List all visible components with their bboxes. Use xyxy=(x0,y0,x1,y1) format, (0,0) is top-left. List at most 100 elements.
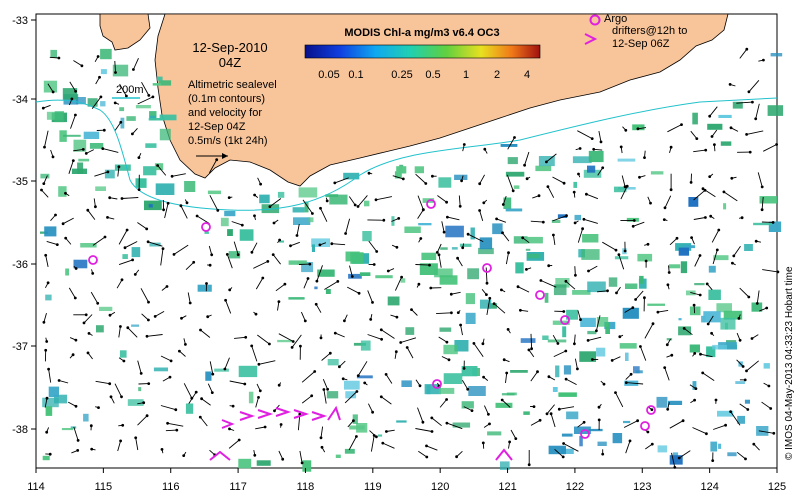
chlorophyll-patch xyxy=(713,255,729,261)
velocity-arrow-head xyxy=(478,209,481,212)
velocity-arrow-head xyxy=(629,372,633,376)
velocity-arrow-head xyxy=(70,97,74,101)
chlorophyll-patch xyxy=(45,294,52,301)
velocity-arrow xyxy=(335,332,345,338)
velocity-arrow-head xyxy=(131,258,135,262)
chlorophyll-patch xyxy=(288,297,305,300)
chlorophyll-patch xyxy=(454,340,469,352)
velocity-arrow-head xyxy=(644,259,648,263)
velocity-arrow xyxy=(296,223,300,236)
chlorophyll-patch xyxy=(100,101,106,107)
velocity-arrow-head xyxy=(145,227,149,231)
velocity-arrow-head xyxy=(754,239,758,243)
velocity-arrow-head xyxy=(744,457,747,461)
chlorophyll-patch xyxy=(525,248,531,251)
chlorophyll-patch xyxy=(443,344,458,355)
chlorophyll-patch xyxy=(440,247,448,250)
velocity-arrow xyxy=(183,383,193,399)
velocity-arrow xyxy=(255,277,264,290)
velocity-arrow xyxy=(94,171,109,177)
velocity-arrow xyxy=(385,374,393,384)
velocity-arrow-head xyxy=(125,228,129,232)
velocity-arrow-head xyxy=(729,410,732,413)
velocity-arrow-head xyxy=(601,166,605,170)
velocity-arrow-head xyxy=(743,378,747,382)
chlorophyll-patch xyxy=(587,281,606,293)
velocity-arrow xyxy=(553,350,566,358)
chlorophyll-patch xyxy=(587,330,597,335)
velocity-arrow xyxy=(657,309,669,313)
velocity-arrow-head xyxy=(446,215,449,219)
chlorophyll-patch xyxy=(42,455,50,461)
velocity-arrow xyxy=(528,349,535,358)
chlorophyll-patch xyxy=(50,49,57,58)
velocity-arrow-head xyxy=(722,190,726,194)
velocity-arrow-head xyxy=(527,348,531,352)
chlorophyll-patch xyxy=(100,69,107,75)
chlorophyll-patch xyxy=(238,365,258,378)
velocity-arrow xyxy=(234,336,246,339)
velocity-arrow xyxy=(552,215,567,222)
chlorophyll-patch xyxy=(581,249,600,260)
chlorophyll-patch xyxy=(405,327,415,335)
chlorophyll-patch xyxy=(329,194,348,205)
velocity-arrow-head xyxy=(261,276,265,280)
velocity-arrow xyxy=(44,130,49,148)
chlorophyll-patch xyxy=(99,306,113,311)
velocity-arrow-head xyxy=(44,348,48,352)
velocity-arrow-head xyxy=(751,100,754,104)
chlorophyll-patch xyxy=(394,171,402,179)
chlorophyll-patch xyxy=(83,131,100,139)
velocity-arrow-head xyxy=(760,185,764,189)
velocity-arrow-head xyxy=(539,279,543,282)
chlorophyll-patch xyxy=(678,318,682,321)
velocity-arrow xyxy=(400,337,417,343)
velocity-arrow-head xyxy=(508,440,511,444)
velocity-arrow xyxy=(347,420,354,428)
velocity-arrow xyxy=(678,450,691,459)
x-tick-label: 122 xyxy=(566,481,584,493)
velocity-arrow-head xyxy=(289,244,292,248)
velocity-arrow xyxy=(624,307,634,313)
velocity-arrow-head xyxy=(106,170,110,174)
chlorophyll-patch xyxy=(126,116,136,121)
velocity-arrow-head xyxy=(108,382,112,386)
chlorophyll-patch xyxy=(573,181,578,188)
velocity-arrow-head xyxy=(131,132,134,136)
velocity-arrow-head xyxy=(355,435,358,438)
velocity-arrow xyxy=(664,195,672,208)
velocity-arrow xyxy=(473,343,484,358)
velocity-arrow xyxy=(451,291,461,295)
velocity-arrow-head xyxy=(231,404,235,408)
velocity-arrow xyxy=(160,248,164,266)
velocity-arrow xyxy=(418,450,428,458)
velocity-arrow-head xyxy=(120,395,123,399)
chlorophyll-patch xyxy=(505,208,523,212)
velocity-arrow-head xyxy=(268,205,272,209)
velocity-arrow xyxy=(47,83,54,93)
velocity-arrow-head xyxy=(81,148,85,151)
velocity-arrow xyxy=(348,436,357,451)
velocity-arrow xyxy=(91,96,102,109)
velocity-arrow-head xyxy=(188,301,192,305)
chlorophyll-patch xyxy=(224,210,236,217)
velocity-arrow xyxy=(712,249,718,265)
velocity-arrow xyxy=(502,195,507,205)
velocity-arrow-head xyxy=(421,208,425,212)
velocity-arrow-head xyxy=(670,353,674,357)
velocity-arrow xyxy=(322,379,329,390)
velocity-arrow xyxy=(755,103,760,119)
chlorophyll-patch xyxy=(622,307,639,319)
velocity-arrow xyxy=(565,378,577,385)
velocity-arrow xyxy=(446,422,463,430)
velocity-arrow xyxy=(228,439,240,449)
velocity-arrow-head xyxy=(395,315,399,319)
velocity-arrow-head xyxy=(151,95,155,99)
velocity-arrow-head xyxy=(748,150,752,154)
chlorophyll-patch xyxy=(214,368,229,372)
velocity-arrow-head xyxy=(667,271,671,274)
velocity-arrow-head xyxy=(51,155,55,159)
velocity-arrow-head xyxy=(557,407,561,411)
chlorophyll-patch xyxy=(637,253,653,262)
velocity-arrow xyxy=(664,367,670,381)
